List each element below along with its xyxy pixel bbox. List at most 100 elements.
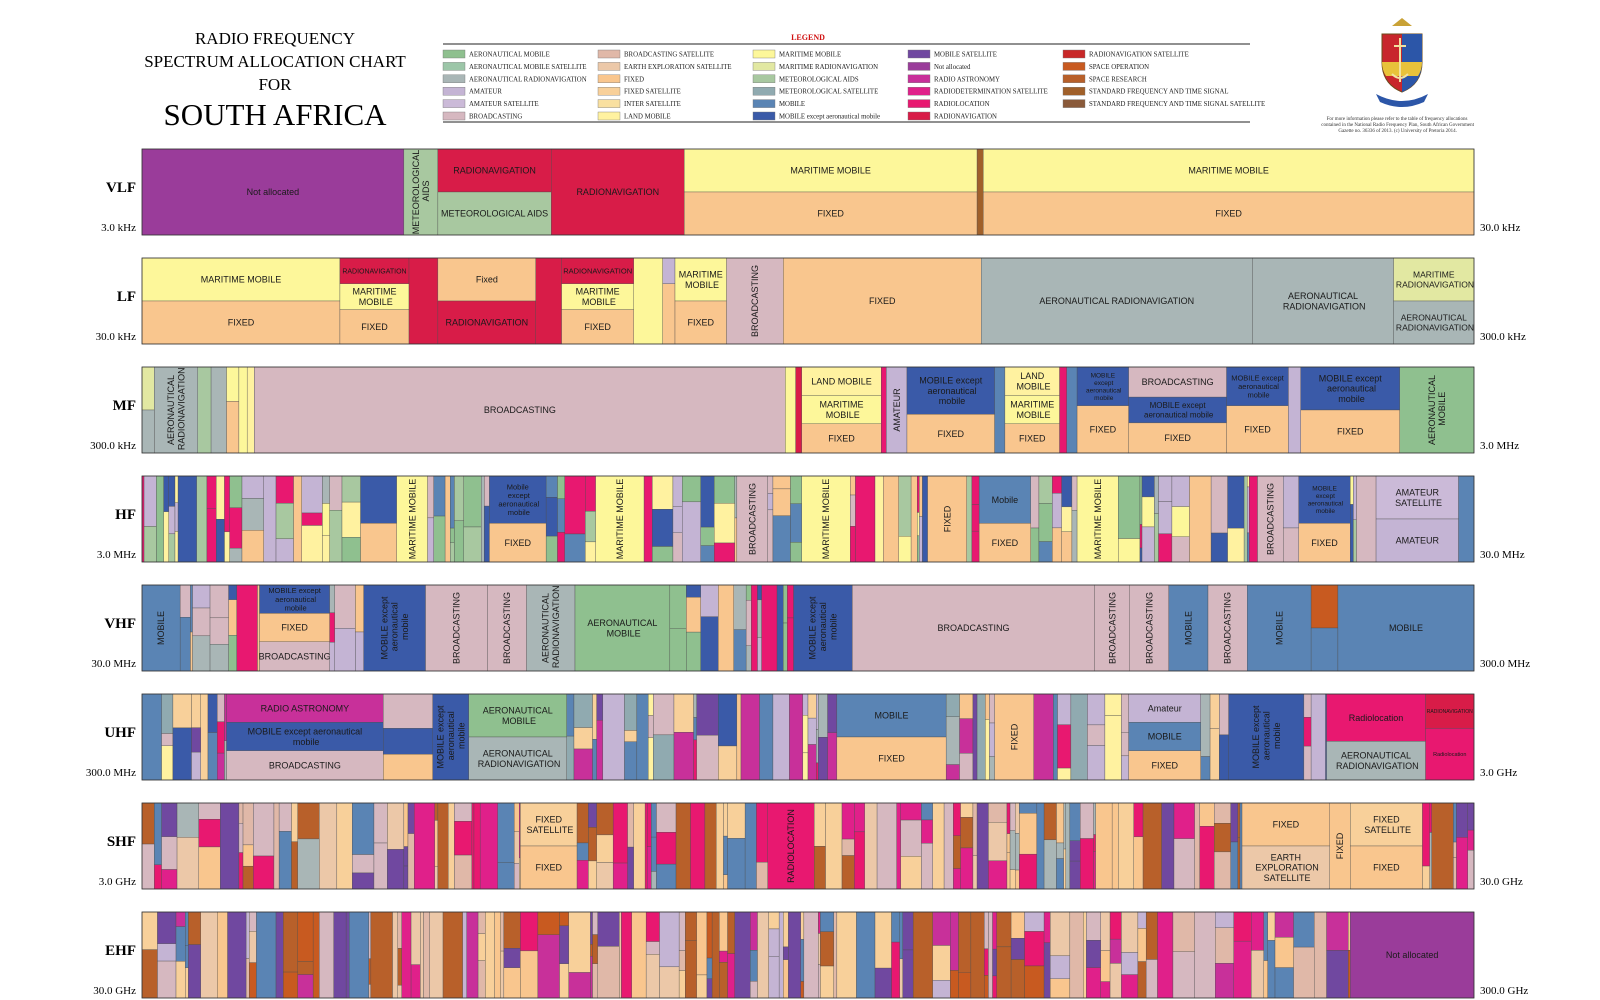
allocation-block [253,855,275,890]
allocation-block [1233,940,1252,999]
allocation-block [693,717,697,741]
allocation-block [1350,504,1354,563]
allocation-block [175,961,186,999]
band-frame [141,693,1475,781]
allocation-block [1348,950,1351,999]
allocation-block [1079,838,1094,890]
allocation-block [1425,693,1475,729]
allocation-block [1066,366,1078,454]
allocation-label: FIXED [1215,209,1242,219]
allocation-block [1104,715,1122,781]
allocation-block [154,864,162,890]
allocation-block [891,911,900,943]
allocation-label: MARITIME RADIONAVIGATION [1394,270,1474,290]
allocation-block [1033,693,1054,781]
allocation-block [241,530,264,563]
legend-label: FIXED [624,76,644,83]
allocation-block [734,911,751,999]
allocation-block [971,504,980,532]
allocation-label: BROADCASTING [502,592,512,664]
allocation-block [778,911,784,999]
allocation-block [238,823,244,853]
allocation-block [825,802,843,890]
allocation-block [249,911,257,932]
allocation-block [596,693,604,721]
allocation-block [841,838,855,856]
allocation-block [1237,802,1241,838]
allocation-block [602,693,625,781]
note-text: For more information please refer to the… [1320,117,1475,134]
allocation-block [783,946,789,960]
allocation-block [960,817,974,849]
allocation-label: FIXED [1311,538,1338,548]
allocation-block [932,802,945,890]
allocation-block [206,508,217,563]
allocation-block [854,802,865,833]
allocation-block [945,693,960,717]
allocation-label: AERONAUTICAL RADIONAVIGATION [1039,296,1194,306]
allocation-block [971,530,980,563]
allocation-label: FIXED SATELLITE [524,814,573,834]
allocation-label: METEOROLOGICAL AIDS [411,150,431,235]
allocation-block [1043,839,1057,890]
allocation-block [254,366,786,454]
allocation-block [141,366,155,411]
allocation-block [750,950,758,982]
allocation-block [576,842,589,861]
allocation-block [168,506,176,535]
allocation-block [275,475,294,504]
allocation-block [200,911,218,999]
allocation-block [953,835,961,869]
allocation-label: AERONAUTICAL RADIONAVIGATION [1394,313,1474,333]
allocation-block [278,831,292,890]
allocation-block [1087,724,1106,746]
allocation-block [297,911,314,962]
allocation-label: RADIONAVIGATION [446,318,529,328]
allocation-block [891,941,900,999]
allocation-block [185,945,189,968]
allocation-block [334,628,356,672]
allocation-block [1141,475,1155,498]
allocation-label: AMATEUR SATELLITE [1393,487,1442,507]
allocation-block [1142,802,1162,890]
allocation-label: MOBILE [1274,611,1284,645]
allocation-block [988,860,1008,890]
allocation-block [989,693,995,724]
allocation-block [959,693,974,719]
allocation-block [1249,475,1258,563]
allocation-block [958,972,972,999]
allocation-block [1158,501,1173,535]
legend-swatch [442,86,466,96]
allocation-block [645,911,660,942]
allocation-block [487,584,527,672]
band-row: VHF 30.0 MHz 300.0 MHz MOBILE MOBILE except … [91,584,1530,672]
allocation-block [1214,823,1231,853]
allocation-block [648,737,654,781]
allocation-block [646,846,652,890]
allocation-block [757,599,762,638]
allocation-block [352,872,375,890]
allocation-block [727,802,746,839]
allocation-block [345,911,350,999]
allocation-block [850,475,856,496]
allocation-block [1128,366,1227,398]
band-start: 300.0 kHz [90,440,136,452]
allocation-block [1057,767,1072,781]
allocation-block [434,820,439,867]
allocation-label: EARTH EXPLORATION SATELLITE [1253,852,1319,883]
allocation-block [1247,532,1250,563]
legend: AERONAUTICAL MOBILE AERONAUTICAL MOBILE S… [442,49,1265,121]
allocation-block [590,956,593,999]
allocation-block [1128,750,1201,781]
allocation-block [827,732,838,781]
allocation-block [241,498,264,531]
band-row: HF 3.0 MHz 30.0 MHz MARITIME MOBILE Mobile e… [97,475,1525,563]
allocation-block [1109,963,1122,999]
allocation-block [1252,257,1394,345]
allocation-block [1241,802,1330,847]
allocation-block [503,948,521,968]
allocation-block [551,148,685,236]
allocation-block [573,748,593,781]
allocation-block [573,693,593,728]
band-name: UHF [104,725,136,741]
